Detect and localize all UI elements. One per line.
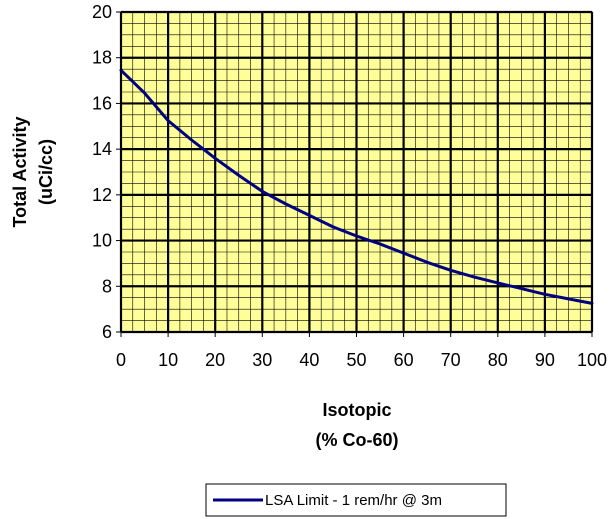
- y-tick-label: 20: [92, 2, 112, 22]
- x-tick-label: 100: [577, 350, 607, 370]
- y-tick-label: 18: [92, 48, 112, 68]
- x-tick-label: 90: [535, 350, 555, 370]
- y-axis-title-line-2: (uCi/cc): [36, 139, 56, 205]
- y-tick-label: 16: [92, 93, 112, 113]
- y-tick-label: 6: [102, 322, 112, 342]
- series-layer: [119, 68, 594, 305]
- x-tick-labels: 0 10 20 30 40 50 60 70 80 90 100: [116, 332, 607, 370]
- legend-label: LSA Limit - 1 rem/hr @ 3m: [265, 492, 442, 509]
- y-tick-label: 8: [102, 276, 112, 296]
- x-axis-title-line-2: (% Co-60): [315, 430, 398, 450]
- y-tick-label: 12: [92, 185, 112, 205]
- x-axis-title-line-1: Isotopic: [322, 400, 391, 420]
- x-tick-label: 30: [252, 350, 272, 370]
- x-tick-label: 10: [158, 350, 178, 370]
- x-tick-label: 50: [346, 350, 366, 370]
- y-tick-labels: 6 8 10 12 14 16 18 20: [92, 2, 121, 342]
- x-tick-label: 20: [205, 350, 225, 370]
- legend: LSA Limit - 1 rem/hr @ 3m: [205, 483, 507, 517]
- y-tick-label: 10: [92, 231, 112, 251]
- x-tick-label: 40: [299, 350, 319, 370]
- x-tick-label: 80: [488, 350, 508, 370]
- x-tick-label: 0: [116, 350, 126, 370]
- y-axis-title-line-1: Total Activity: [10, 116, 30, 227]
- y-tick-label: 14: [92, 139, 112, 159]
- x-tick-label: 60: [394, 350, 414, 370]
- x-tick-label: 70: [441, 350, 461, 370]
- series-line: [119, 68, 594, 305]
